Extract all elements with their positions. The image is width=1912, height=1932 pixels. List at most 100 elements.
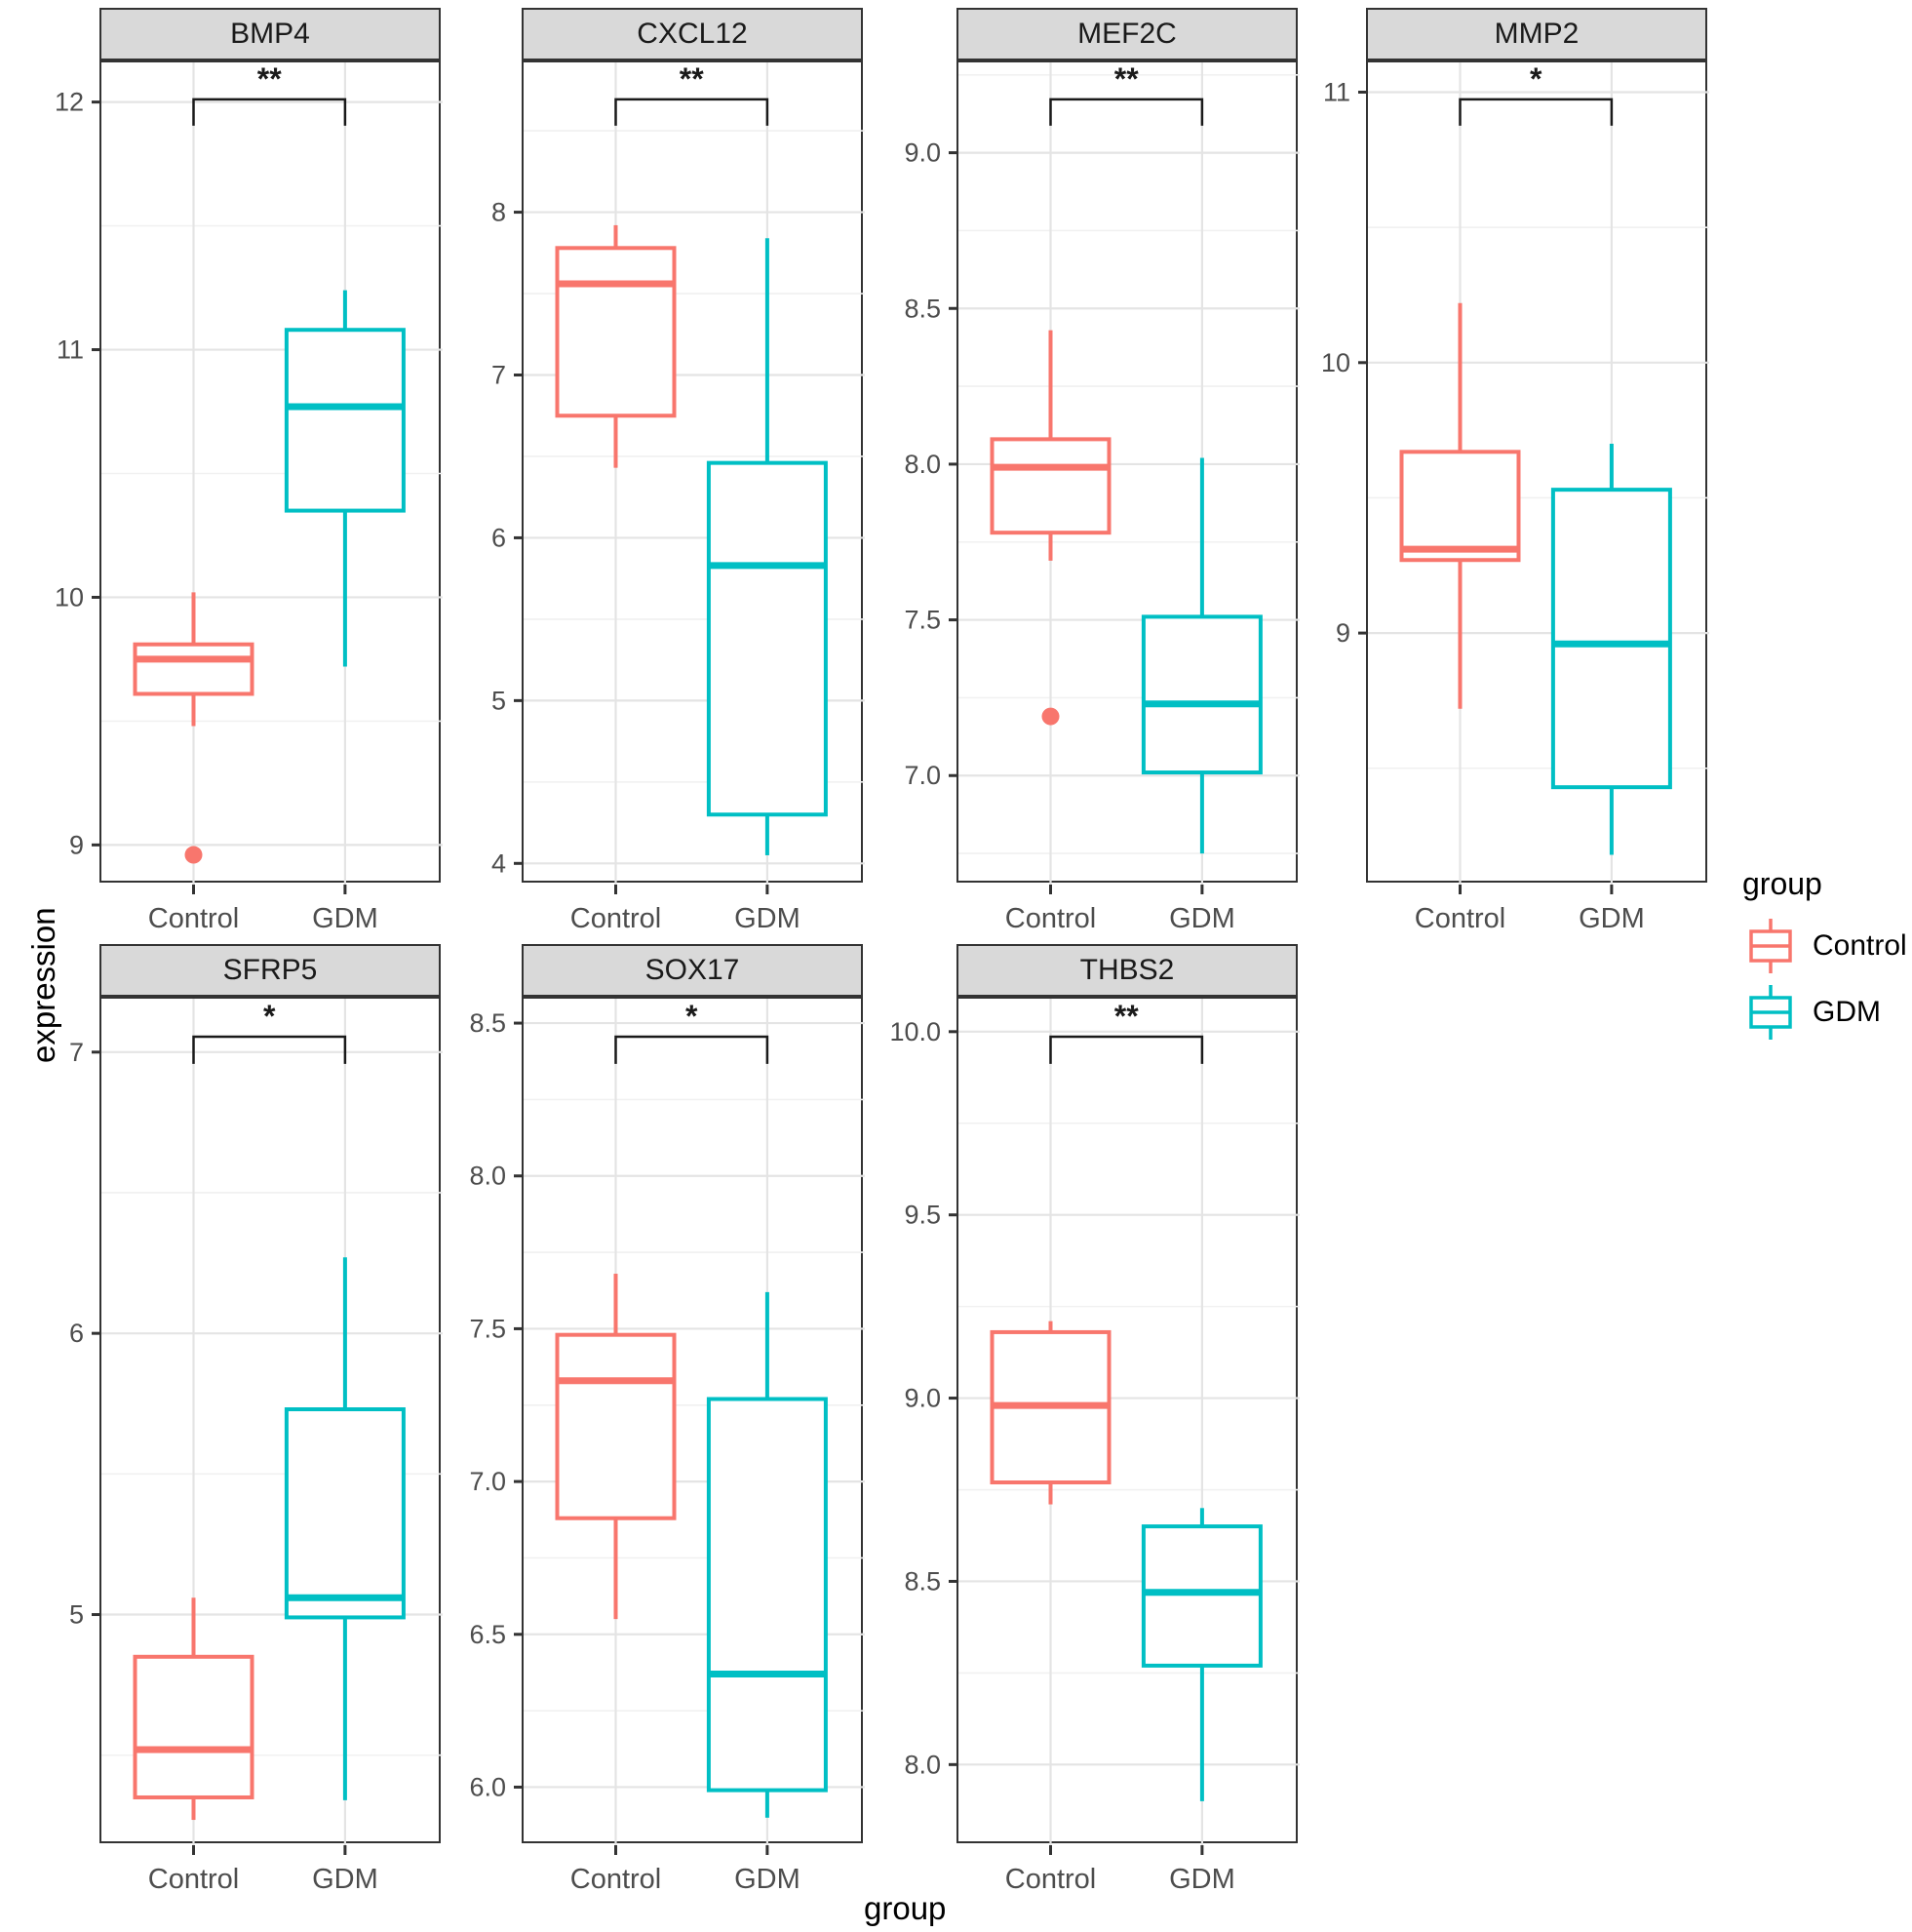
- significance-label: **: [257, 61, 282, 97]
- y-tick-label: 9.0: [904, 1384, 941, 1413]
- y-tick-label: 6: [69, 1319, 84, 1348]
- boxplot-control: [990, 1321, 1112, 1505]
- x-tick-label-control: Control: [1005, 1864, 1097, 1895]
- boxplot-gdm: [1141, 457, 1263, 854]
- y-tick-label: 8.0: [469, 1162, 506, 1191]
- boxplot-control: [133, 592, 254, 864]
- y-tick-label: 9: [1336, 618, 1350, 648]
- boxplot-control: [990, 330, 1112, 726]
- y-tick-label: 8.5: [904, 294, 941, 323]
- x-tick-label-control: Control: [570, 903, 662, 934]
- y-tick-label: 10: [55, 582, 84, 611]
- facet-plot-sox17: 6.0 6.5 7.0 7.5 8.0 8.5 * Control GDM: [469, 997, 865, 1895]
- facet-canvas-thbs2: 8.0 8.5 9.0 9.5 10.0 ** Control GDM: [889, 999, 1300, 1895]
- x-tick-label-gdm: GDM: [312, 1864, 378, 1895]
- x-tick-label-gdm: GDM: [312, 903, 378, 934]
- legend-item-gdm: GDM: [1742, 982, 1907, 1043]
- boxplot-gdm: [1141, 1508, 1263, 1801]
- facet-canvas-sox17: 6.0 6.5 7.0 7.5 8.0 8.5 * Control GDM: [469, 999, 865, 1895]
- facet-title-cxcl12: CXCL12: [522, 8, 863, 60]
- facet-canvas-bmp4: 9 10 11 12 ** Control GDM: [55, 61, 443, 934]
- boxplot-gdm: [284, 1257, 406, 1800]
- boxplot-control: [555, 224, 677, 468]
- significance-bracket: [614, 1035, 769, 1064]
- y-tick-label: 9.5: [904, 1201, 941, 1230]
- legend-label: GDM: [1813, 996, 1881, 1028]
- y-tick-label: 5: [491, 686, 506, 715]
- boxplot-gdm: [706, 1291, 828, 1818]
- y-tick-label: 7.5: [469, 1314, 506, 1343]
- significance-bracket: [192, 98, 347, 126]
- x-tick-label-gdm: GDM: [1579, 903, 1645, 934]
- boxplot-gdm: [284, 290, 406, 667]
- facet-canvas-mmp2: 9 10 11 * Control GDM: [1321, 61, 1709, 934]
- facet-plot-mef2c: 7.0 7.5 8.0 8.5 9.0 ** Control GDM: [904, 60, 1300, 934]
- x-tick-label-gdm: GDM: [734, 903, 800, 934]
- facet-title-thbs2: THBS2: [956, 944, 1298, 997]
- legend-item-control: Control: [1742, 916, 1907, 976]
- significance-label: *: [1530, 61, 1542, 97]
- y-tick-label: 8.0: [904, 450, 941, 479]
- x-tick-label-control: Control: [1005, 903, 1097, 934]
- facet-plot-cxcl12: 4 5 6 7 8 ** Control GDM: [491, 60, 865, 934]
- y-tick-label: 11: [1323, 78, 1350, 107]
- significance-label: *: [263, 999, 276, 1034]
- facet-title-sfrp5: SFRP5: [99, 944, 441, 997]
- facet-canvas-sfrp5: 5 6 7 * Control GDM: [69, 999, 443, 1895]
- x-tick-label-control: Control: [148, 903, 240, 934]
- facet-title-bmp4: BMP4: [99, 8, 441, 60]
- facet-title-mef2c: MEF2C: [956, 8, 1298, 60]
- significance-bracket: [1459, 98, 1614, 126]
- y-tick-label: 8: [491, 198, 506, 227]
- outlier-point: [1041, 707, 1060, 726]
- facet-plot-thbs2: 8.0 8.5 9.0 9.5 10.0 ** Control GDM: [889, 997, 1300, 1895]
- facet-plot-mmp2: 9 10 11 * Control GDM: [1321, 60, 1709, 934]
- boxplot-gdm: [706, 238, 828, 855]
- y-tick-label: 5: [69, 1600, 84, 1630]
- y-tick-label: 7.0: [904, 761, 941, 790]
- y-tick-label: 7: [69, 1038, 84, 1067]
- x-tick-label-control: Control: [1415, 903, 1506, 934]
- boxplot-key-icon: [1749, 985, 1792, 1040]
- boxplot-control: [555, 1274, 677, 1620]
- significance-bracket: [1049, 98, 1204, 126]
- legend: group Control GDM: [1742, 866, 1907, 1048]
- significance-bracket: [614, 98, 769, 126]
- y-tick-label: 9.0: [904, 138, 941, 168]
- y-tick-label: 7: [491, 361, 506, 390]
- y-tick-label: 8.5: [904, 1566, 941, 1596]
- x-axis-title: group: [864, 1890, 947, 1926]
- y-tick-label: 10: [1321, 348, 1350, 377]
- facet-title-mmp2: MMP2: [1366, 8, 1707, 60]
- y-tick-label: 6.0: [469, 1772, 506, 1801]
- y-tick-label: 6.5: [469, 1620, 506, 1649]
- facet-canvas-mef2c: 7.0 7.5 8.0 8.5 9.0 ** Control GDM: [904, 61, 1300, 934]
- y-axis-title: expression: [25, 907, 61, 1063]
- x-tick-label-control: Control: [148, 1864, 240, 1895]
- boxplot-gdm: [1550, 443, 1672, 855]
- x-tick-label-control: Control: [570, 1864, 662, 1895]
- legend-label: Control: [1813, 929, 1907, 962]
- y-tick-label: 7.0: [469, 1467, 506, 1496]
- facet-title-sox17: SOX17: [522, 944, 863, 997]
- boxplot-key-icon: [1749, 919, 1792, 973]
- x-tick-label-gdm: GDM: [1169, 903, 1235, 934]
- y-tick-label: 9: [69, 830, 84, 859]
- y-tick-label: 4: [491, 848, 506, 878]
- y-tick-label: 11: [57, 335, 84, 365]
- facet-plot-sfrp5: 5 6 7 * Control GDM: [69, 997, 443, 1895]
- outlier-point: [184, 846, 203, 864]
- significance-label: **: [1114, 999, 1139, 1034]
- y-tick-label: 10.0: [889, 1017, 941, 1046]
- significance-label: *: [685, 999, 698, 1034]
- significance-bracket: [192, 1035, 347, 1064]
- boxplot-control: [1399, 302, 1521, 709]
- significance-label: **: [1114, 61, 1139, 97]
- boxplot-control: [133, 1597, 254, 1821]
- x-tick-label-gdm: GDM: [734, 1864, 800, 1895]
- significance-bracket: [1049, 1035, 1204, 1064]
- y-tick-label: 8.5: [469, 1008, 506, 1038]
- significance-label: **: [680, 61, 704, 97]
- facet-canvas-cxcl12: 4 5 6 7 8 ** Control GDM: [491, 61, 865, 934]
